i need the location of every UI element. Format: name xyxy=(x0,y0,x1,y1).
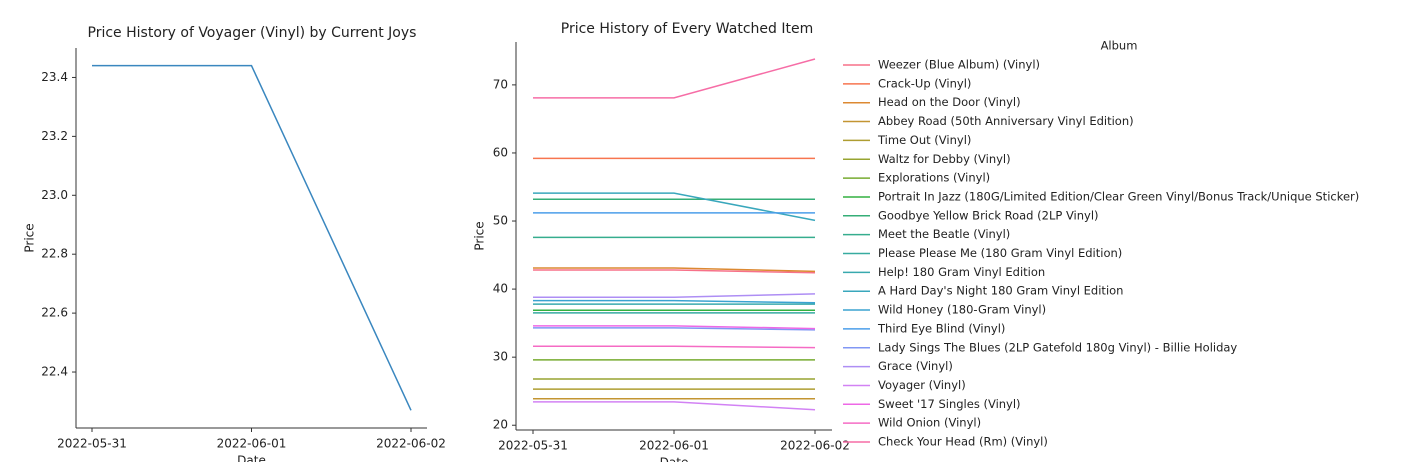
y-tick-label: 23.0 xyxy=(41,188,68,202)
y-tick-label: 22.8 xyxy=(41,247,68,261)
legend-label: Check Your Head (Rm) (Vinyl) xyxy=(878,435,1048,449)
y-tick-label: 70 xyxy=(493,77,508,91)
y-tick-label: 20 xyxy=(493,418,508,432)
legend-title: Album xyxy=(1101,39,1138,53)
x-axis-label: Date xyxy=(660,456,689,462)
x-tick-label: 2022-06-02 xyxy=(780,439,850,453)
legend-label: Goodbye Yellow Brick Road (2LP Vinyl) xyxy=(878,208,1099,222)
y-tick-label: 22.6 xyxy=(41,306,68,320)
legend-label: Portrait In Jazz (180G/Limited Edition/C… xyxy=(878,189,1359,203)
x-tick-label: 2022-05-31 xyxy=(57,437,127,451)
legend-label: Lady Sings The Blues (2LP Gatefold 180g … xyxy=(878,340,1237,354)
data-line xyxy=(533,58,816,99)
data-line xyxy=(533,345,816,349)
y-tick-label: 40 xyxy=(493,282,508,296)
legend-label: Sweet '17 Singles (Vinyl) xyxy=(878,397,1021,411)
legend-label: A Hard Day's Night 180 Gram Vinyl Editio… xyxy=(878,284,1123,298)
x-tick-label: 2022-06-01 xyxy=(639,439,709,453)
legend-label: Head on the Door (Vinyl) xyxy=(878,95,1021,109)
x-tick-label: 2022-06-01 xyxy=(217,437,287,451)
y-tick-label: 30 xyxy=(493,350,508,364)
legend-label: Abbey Road (50th Anniversary Vinyl Editi… xyxy=(878,114,1134,128)
data-line xyxy=(533,401,816,411)
legend-label: Crack-Up (Vinyl) xyxy=(878,76,971,90)
data-line xyxy=(533,327,816,331)
y-tick-label: 23.2 xyxy=(41,129,68,143)
y-tick-label: 23.4 xyxy=(41,70,68,84)
legend-label: Explorations (Vinyl) xyxy=(878,171,990,185)
legend-label: Voyager (Vinyl) xyxy=(878,378,966,392)
data-line xyxy=(533,269,816,274)
data-line xyxy=(533,299,816,304)
chart-title: Price History of Voyager (Vinyl) by Curr… xyxy=(88,25,417,41)
y-axis-label: Price xyxy=(23,223,37,252)
legend-label: Meet the Beatle (Vinyl) xyxy=(878,227,1010,241)
y-tick-label: 22.4 xyxy=(41,365,68,379)
data-line xyxy=(533,267,816,273)
legend-label: Weezer (Blue Album) (Vinyl) xyxy=(878,58,1040,72)
data-line xyxy=(533,293,816,299)
legend-label: Help! 180 Gram Vinyl Edition xyxy=(878,265,1045,279)
y-axis-label: Price xyxy=(473,221,487,250)
data-line xyxy=(533,325,816,330)
y-tick-label: 50 xyxy=(493,214,508,228)
legend-label: Wild Honey (180-Gram Vinyl) xyxy=(878,303,1046,317)
x-axis-label: Date xyxy=(237,454,266,462)
legend-label: Waltz for Debby (Vinyl) xyxy=(878,152,1011,166)
chart-title: Price History of Every Watched Item xyxy=(561,21,813,37)
x-tick-label: 2022-06-02 xyxy=(376,437,446,451)
legend-label: Please Please Me (180 Gram Vinyl Edition… xyxy=(878,246,1122,260)
y-tick-label: 60 xyxy=(493,145,508,159)
legend-label: Grace (Vinyl) xyxy=(878,359,953,373)
x-tick-label: 2022-05-31 xyxy=(498,439,568,453)
legend-label: Third Eye Blind (Vinyl) xyxy=(877,321,1005,335)
data-line xyxy=(533,192,816,222)
data-line xyxy=(92,64,412,411)
legend-label: Time Out (Vinyl) xyxy=(877,133,971,147)
legend-label: Wild Onion (Vinyl) xyxy=(878,416,981,430)
